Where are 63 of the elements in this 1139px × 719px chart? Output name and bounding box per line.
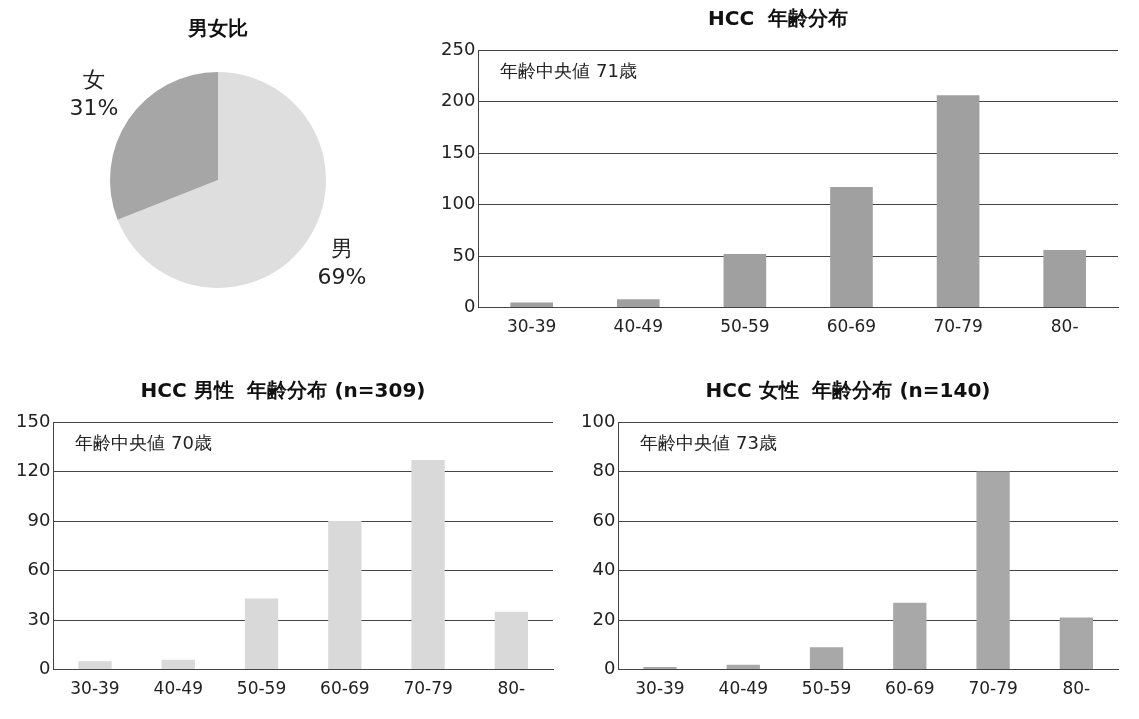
y-tick-label: 150 [441,140,476,162]
bar [723,254,767,308]
y-tick-label: 90 [27,508,51,530]
chart-title: HCC 女性 年齢分布 (n=140) [705,378,991,403]
x-tick-label: 40-49 [153,678,203,699]
chart-title: 男女比 [187,16,248,41]
bar [976,471,1010,670]
chart-title: HCC 男性 年齢分布 (n=309) [140,378,426,403]
x-tick-label: 60-69 [320,678,370,699]
bar [411,459,445,670]
annotation: 年齢中央値 71歳 [500,59,637,81]
data-label: 69% [317,264,367,290]
x-tick-label: 70-79 [403,678,453,699]
y-tick-label: 60 [592,508,616,530]
y-tick-label: 40 [592,558,616,580]
slice-label: 男 [331,236,354,262]
bar [830,187,873,308]
x-tick-label: 30-39 [70,678,120,699]
x-tick-label: 50-59 [720,316,770,337]
y-tick-label: 80 [592,459,616,481]
x-tick-label: 70-79 [933,316,983,337]
y-tick-label: 100 [441,192,476,214]
y-tick-label: 50 [452,243,476,265]
y-tick-label: 250 [441,37,476,59]
slice-label: 女 [82,67,105,93]
y-tick-label: 100 [581,409,616,431]
x-tick-label: 70-79 [968,678,1018,699]
x-tick-label: 50-59 [801,678,852,699]
data-label: 31% [69,95,119,121]
y-tick-label: 0 [603,657,616,679]
bar [936,95,980,308]
bar [1043,249,1087,308]
bar [616,299,660,308]
x-tick-label: 30-39 [635,678,685,699]
bar [244,598,279,670]
bar [893,602,927,670]
x-tick-label: 80- [1050,316,1079,337]
x-tick-label: 30-39 [506,316,557,337]
x-tick-label: 40-49 [613,316,663,337]
bar [494,611,529,670]
chart-title: HCC 年齢分布 [707,6,849,31]
annotation: 年齢中央値 73歳 [640,431,777,453]
x-tick-label: 60-69 [826,316,877,337]
x-tick-label: 40-49 [718,678,768,699]
y-tick-label: 0 [463,295,476,317]
y-tick-label: 30 [27,607,51,629]
bar [161,659,195,670]
x-tick-label: 80- [1062,678,1091,699]
annotation: 年齢中央値 70歳 [75,431,212,453]
y-tick-label: 150 [16,409,51,431]
y-tick-label: 200 [441,89,476,111]
y-tick-label: 0 [38,657,51,679]
bar [510,302,553,308]
bar [78,661,112,670]
bar [328,521,362,670]
bar [809,647,844,670]
bar [1059,617,1094,670]
y-tick-label: 60 [27,558,51,580]
x-tick-label: 50-59 [236,678,287,699]
y-tick-label: 20 [592,607,616,629]
x-tick-label: 60-69 [885,678,935,699]
x-tick-label: 80- [497,678,526,699]
y-tick-label: 120 [16,459,51,481]
